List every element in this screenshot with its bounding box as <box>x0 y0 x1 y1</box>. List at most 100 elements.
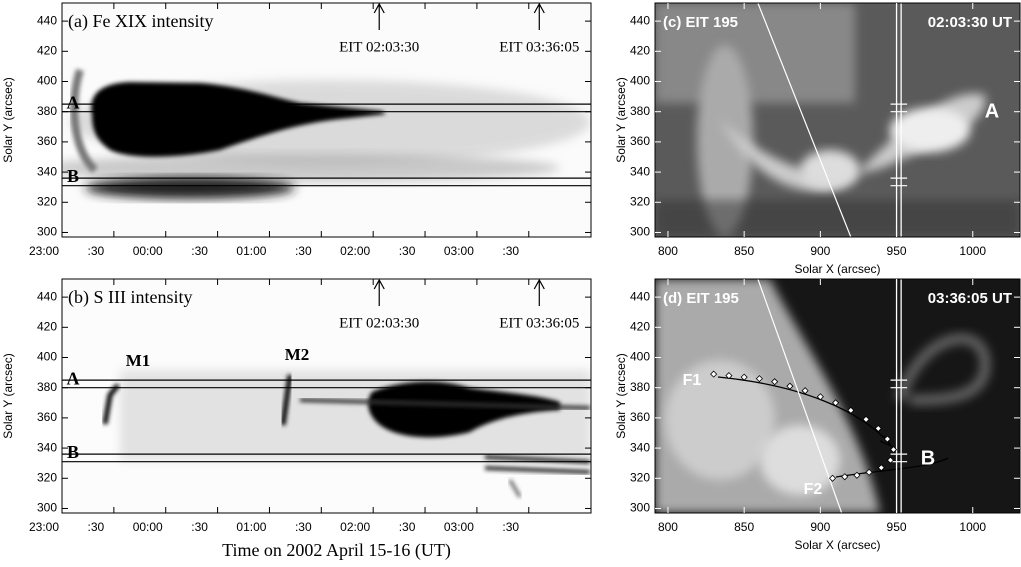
loop-point <box>877 464 885 472</box>
limb-line <box>757 278 843 514</box>
slit-label: A <box>67 92 80 112</box>
event-arrow <box>373 2 385 30</box>
plot-frame <box>61 278 592 514</box>
y-tick-label: 400 <box>37 350 57 364</box>
loop-point <box>832 399 840 407</box>
plot-frame <box>654 278 1021 514</box>
loop-point <box>828 474 837 482</box>
x-tick-label: :30 <box>399 520 416 534</box>
y-tick-label: 440 <box>37 13 57 27</box>
x-tick-label: 00:00 <box>133 520 163 534</box>
y-tick-label: 440 <box>37 289 57 303</box>
y-tick-label: 420 <box>630 319 650 333</box>
feature-label: F2 <box>804 481 823 498</box>
y-tick-label: 360 <box>630 134 650 148</box>
event-arrow <box>373 278 385 306</box>
x-tick-label: 900 <box>810 520 830 534</box>
panel-time: 02:03:30 UT <box>928 14 1012 31</box>
loop-point <box>853 471 861 479</box>
loop-point <box>889 446 898 454</box>
plot-frame <box>654 2 1021 238</box>
x-tick-label: 23:00 <box>29 244 59 258</box>
x-tick-label: 1000 <box>959 244 986 258</box>
slit-label: B <box>67 442 79 462</box>
y-tick-label: 380 <box>37 104 57 118</box>
loop-point <box>816 393 824 401</box>
feature-label: F1 <box>683 372 702 389</box>
panel-title: (c) EIT 195 <box>663 14 738 31</box>
x-tick-label: 01:00 <box>236 244 266 258</box>
loop-point <box>710 370 718 378</box>
x-tick-label: 01:00 <box>236 520 266 534</box>
feature-label: B <box>921 447 935 469</box>
panel-d-image <box>655 279 1020 513</box>
x-tick-label: 800 <box>658 520 678 534</box>
loop-point <box>874 424 882 433</box>
event-arrow <box>533 278 545 306</box>
feature-label: A <box>985 100 999 122</box>
y-tick-label: 320 <box>630 470 650 484</box>
y-tick-label: 340 <box>37 164 57 178</box>
y-axis-title: Solar Y (arcsec) <box>614 353 628 439</box>
loop-point <box>862 415 870 423</box>
panel-title: (d) EIT 195 <box>663 290 739 307</box>
y-tick-label: 320 <box>37 194 57 208</box>
loop-curve <box>717 376 891 445</box>
loop-point <box>801 387 809 395</box>
y-tick-label: 420 <box>37 319 57 333</box>
x-tick-label: 800 <box>658 244 678 258</box>
loop-point <box>740 373 748 381</box>
y-axis-title: Solar Y (arcsec) <box>1 353 15 439</box>
y-tick-label: 400 <box>630 74 650 88</box>
y-tick-label: 440 <box>630 289 650 303</box>
y-tick-label: 400 <box>630 350 650 364</box>
panel-title: (b) S III intensity <box>68 287 192 308</box>
y-tick-label: 420 <box>630 43 650 57</box>
plot-frame <box>61 2 592 238</box>
x-tick-label: 850 <box>734 244 754 258</box>
x-tick-label: 950 <box>887 520 907 534</box>
y-tick-label: 380 <box>37 380 57 394</box>
loop-point <box>865 468 873 476</box>
x-tick-label: :30 <box>191 244 208 258</box>
x-tick-label: 00:00 <box>133 244 163 258</box>
y-tick-label: 300 <box>630 501 650 515</box>
loop-point <box>786 382 794 390</box>
panel-time: 03:36:05 UT <box>928 290 1012 307</box>
slit-label: B <box>67 166 79 186</box>
x-tick-label: 02:00 <box>340 244 370 258</box>
panel-b-image <box>62 279 591 513</box>
event-arrow <box>533 2 545 30</box>
loop-point <box>841 473 849 481</box>
x-tick-label: :30 <box>295 520 312 534</box>
event-label: EIT 02:03:30 <box>339 39 419 55</box>
y-tick-label: 360 <box>37 134 57 148</box>
y-tick-label: 380 <box>630 104 650 118</box>
y-tick-label: 300 <box>37 225 57 239</box>
panel-a-image <box>62 3 591 237</box>
x-axis-title: Time on 2002 April 15-16 (UT) <box>222 540 451 561</box>
y-tick-label: 360 <box>630 410 650 424</box>
x-tick-label: 03:00 <box>444 244 474 258</box>
x-tick-label: :30 <box>88 244 105 258</box>
x-tick-label: 1000 <box>959 520 986 534</box>
y-tick-label: 400 <box>37 74 57 88</box>
event-label: EIT 02:03:30 <box>339 315 419 331</box>
limb-line <box>757 2 852 238</box>
x-tick-label: 900 <box>810 244 830 258</box>
x-tick-label: :30 <box>88 520 105 534</box>
y-tick-label: 340 <box>37 440 57 454</box>
x-tick-label: 02:00 <box>340 520 370 534</box>
x-tick-label: 850 <box>734 520 754 534</box>
y-axis-title: Solar Y (arcsec) <box>614 77 628 163</box>
y-tick-label: 340 <box>630 164 650 178</box>
y-tick-label: 360 <box>37 410 57 424</box>
x-tick-label: 23:00 <box>29 520 59 534</box>
y-tick-label: 440 <box>630 13 650 27</box>
y-tick-label: 320 <box>37 470 57 484</box>
x-tick-label: :30 <box>502 244 519 258</box>
x-tick-label: :30 <box>191 520 208 534</box>
x-tick-label: :30 <box>399 244 416 258</box>
loop-point <box>886 456 895 464</box>
x-tick-label: :30 <box>295 244 312 258</box>
